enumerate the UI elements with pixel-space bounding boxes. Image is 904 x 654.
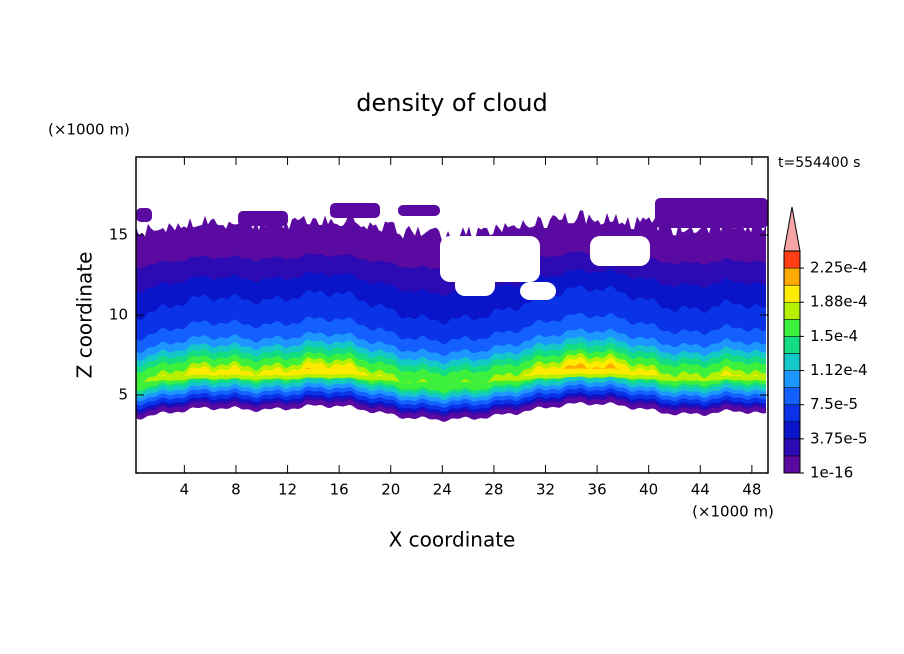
x-unit: (×1000 m) [692, 503, 774, 521]
colorbar-band [783, 250, 801, 269]
contour-field [136, 198, 768, 422]
contour-band [238, 211, 288, 226]
x-tick-label: 48 [742, 481, 761, 499]
x-tick-label: 36 [588, 481, 607, 499]
x-tick-label: 12 [278, 481, 297, 499]
clear-region [455, 236, 495, 296]
contour-band [330, 203, 380, 218]
y-unit: (×1000 m) [48, 121, 130, 139]
colorbar-tick-label: 1e-16 [810, 464, 853, 482]
colorbar-band [783, 370, 801, 388]
colorbar-band [783, 455, 801, 474]
x-tick-label: 16 [330, 481, 349, 499]
colorbar-tick-label: 1.5e-4 [810, 327, 858, 345]
clear-region [520, 282, 556, 300]
x-tick-label: 4 [180, 481, 190, 499]
annotation: t=554400 s [778, 155, 860, 171]
colorbar-band [783, 319, 801, 337]
colorbar-frame [783, 250, 801, 474]
y-tick-label: 5 [118, 386, 128, 404]
x-tick-label: 20 [381, 481, 400, 499]
x-tick-label: 8 [231, 481, 241, 499]
x-tick-label: 24 [433, 481, 452, 499]
colorbar-extend [783, 206, 801, 252]
chart-title: density of cloud [356, 89, 547, 117]
x-tick-label: 28 [484, 481, 503, 499]
contour-band [136, 356, 766, 386]
x-axis-label: X coordinate [389, 528, 516, 552]
colorbar-band [783, 438, 801, 457]
colorbar-tick-label: 2.25e-4 [810, 259, 868, 277]
y-tick-label: 10 [109, 306, 128, 324]
y-axis-label: Z coordinate [73, 252, 97, 379]
x-tick-label: 44 [691, 481, 710, 499]
colorbar-band [783, 387, 801, 405]
contour-band [398, 205, 440, 216]
clear-region [590, 236, 650, 266]
x-tick-label: 40 [639, 481, 658, 499]
colorbar-band [783, 353, 801, 371]
colorbar-band [783, 267, 801, 286]
colorbar-tick-label: 3.75e-5 [810, 429, 868, 447]
x-tick-label: 32 [536, 481, 555, 499]
colorbar-tick-label: 1.12e-4 [810, 361, 868, 379]
colorbar-band [783, 336, 801, 354]
contour-band [136, 208, 152, 222]
colorbar-band [783, 421, 801, 440]
colorbar-tick-label: 1.88e-4 [810, 293, 868, 311]
y-tick-label: 15 [109, 226, 128, 244]
colorbar-band [783, 301, 801, 320]
colorbar-band [783, 404, 801, 423]
colorbar-tick-label: 7.5e-5 [810, 395, 858, 413]
contour-band [655, 198, 768, 228]
colorbar-band [783, 284, 801, 303]
